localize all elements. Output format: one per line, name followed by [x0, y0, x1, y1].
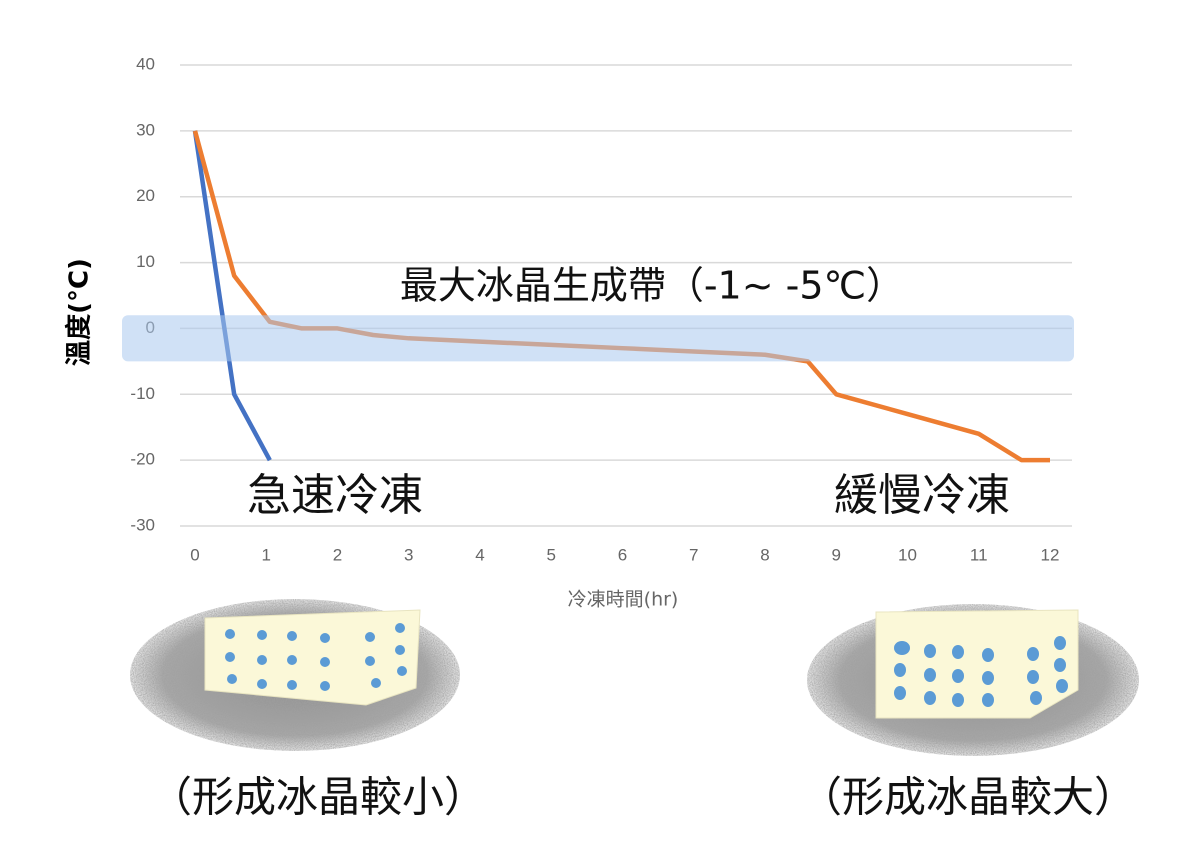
y-tick-label: 10	[136, 252, 155, 271]
food-block	[875, 609, 1079, 719]
series-label: 緩慢冷凍	[834, 470, 1010, 521]
x-tick-label: 1	[262, 545, 271, 564]
lines	[122, 130, 1074, 463]
y-tick-label: -10	[130, 384, 155, 403]
y-tick-label: -20	[130, 450, 155, 469]
x-tick-label: 8	[760, 545, 769, 564]
caption: （形成冰晶較小）	[150, 773, 486, 822]
x-tick-label: 5	[547, 545, 556, 564]
food-block	[204, 609, 421, 706]
y-tick-label: 30	[136, 120, 155, 139]
x-tick-label: 3	[404, 545, 413, 564]
large-crystal-illustration	[807, 604, 1139, 756]
x-axis-label: 冷凍時間(hr)	[568, 589, 679, 611]
y-tick-label: 20	[136, 186, 155, 205]
freezing-band	[122, 315, 1074, 362]
caption: （形成冰晶較大）	[800, 773, 1136, 822]
small-crystal-illustration	[130, 599, 460, 751]
series-line	[192, 130, 272, 462]
x-tick-label: 12	[1041, 545, 1060, 564]
y-tick-label: -30	[130, 515, 155, 534]
grid: -30-20-100102030400123456789101112	[130, 54, 1072, 564]
y-axis-label: 溫度(°C)	[64, 258, 95, 366]
series-label: 急速冷凍	[247, 470, 423, 521]
x-tick-label: 0	[190, 545, 199, 564]
x-tick-label: 11	[970, 545, 988, 564]
crystals	[894, 636, 1068, 707]
x-tick-label: 2	[333, 545, 342, 564]
x-tick-label: 7	[689, 545, 698, 564]
x-tick-label: 10	[898, 545, 917, 564]
x-tick-label: 6	[618, 545, 627, 564]
x-tick-label: 9	[832, 545, 841, 564]
x-tick-label: 4	[475, 545, 484, 564]
band-label: 最大冰晶生成帶（-1~ -5℃）	[400, 264, 904, 308]
y-tick-label: 40	[136, 54, 155, 73]
crystals	[225, 623, 407, 691]
